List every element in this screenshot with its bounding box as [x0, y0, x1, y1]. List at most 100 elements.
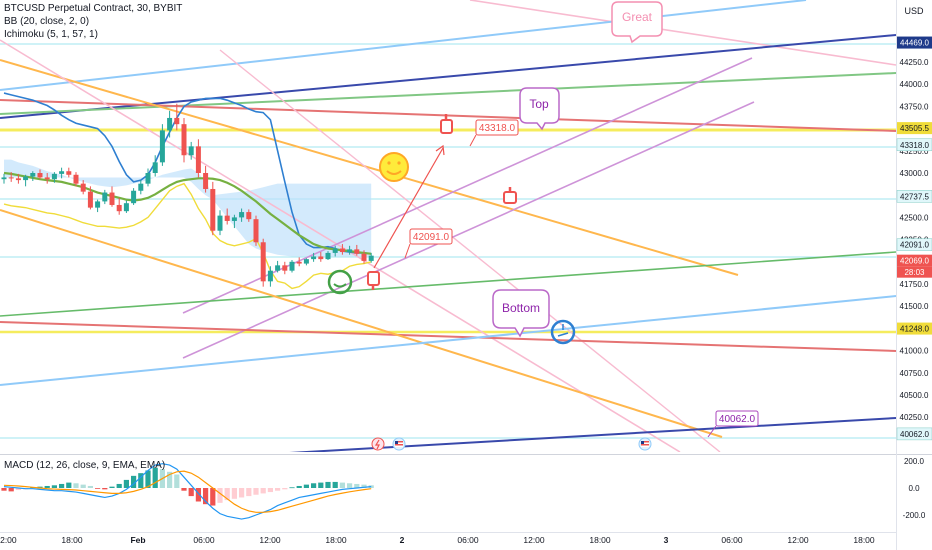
- price-label-text: 43318.0: [900, 141, 929, 150]
- countdown-box: [897, 266, 932, 278]
- candle-body: [217, 215, 223, 231]
- price-tick-label: 43750.0: [900, 102, 929, 111]
- time-tick-label: 06:00: [721, 535, 743, 545]
- candle-body: [303, 259, 309, 264]
- macd-hist-bar: [51, 485, 57, 488]
- price-tick-label: 44250.0: [900, 58, 929, 67]
- candle-body: [102, 192, 108, 202]
- price-label-box: [897, 254, 932, 267]
- bb-upper-line[interactable]: [3, 92, 372, 255]
- price-tick-label: 40500.0: [900, 391, 929, 400]
- macd-axis-ticks[interactable]: 200.0 0.0 -200.0: [903, 457, 926, 520]
- macd-hist-bar: [138, 473, 144, 488]
- candle-body: [174, 117, 180, 125]
- candle-body: [203, 173, 209, 189]
- legend-macd[interactable]: MACD (12, 26, close, 9, EMA, EMA): [4, 460, 166, 471]
- us-flag-event-icon[interactable]: [638, 437, 652, 451]
- hand-up-icon[interactable]: [440, 114, 453, 134]
- time-tick-label: 06:00: [457, 535, 479, 545]
- callout-top[interactable]: Top: [519, 87, 560, 131]
- blue-light-line-lower[interactable]: [0, 295, 896, 386]
- price-label-box: [896, 138, 932, 152]
- macd-hist-bar: [131, 475, 137, 488]
- candle-body: [30, 173, 36, 177]
- macd-tick-label: 0.0: [908, 484, 920, 493]
- red-line-top[interactable]: [0, 99, 896, 132]
- candle-body: [332, 248, 338, 253]
- candle-body: [51, 173, 57, 180]
- hand-point-icon[interactable]: [503, 187, 517, 204]
- us-flag-event-icon[interactable]: [392, 437, 406, 451]
- macd-histogram[interactable]: [1, 467, 374, 506]
- time-axis-ticks[interactable]: 12:00 18:00 Feb 06:00 12:00 18:00 2 06:00 12:00 1…: [0, 535, 875, 545]
- time-tick-label: 18:00: [325, 535, 347, 545]
- time-tick-label: 3: [664, 535, 669, 545]
- event-markers[interactable]: [371, 437, 652, 451]
- legend-ichimoku[interactable]: Ichimoku (5, 1, 57, 1): [4, 29, 98, 40]
- ichimoku-line[interactable]: [3, 182, 372, 290]
- macd-tick-label: -200.0: [903, 511, 926, 520]
- pink-line-diag[interactable]: [0, 39, 681, 452]
- red-arrow-line[interactable]: [373, 147, 444, 269]
- candle-body: [123, 203, 129, 212]
- candle-body: [66, 171, 72, 175]
- smiley-green-icon[interactable]: [327, 269, 353, 295]
- macd-hist-bar: [325, 481, 331, 488]
- confused-face-icon[interactable]: [550, 319, 576, 345]
- time-tick-label: Feb: [130, 535, 145, 545]
- great-label: Great: [622, 10, 653, 24]
- pink-line-diag2[interactable]: [219, 49, 721, 452]
- price-label-text: 42069.0: [900, 257, 929, 266]
- price-note-40062-label: 40062.0: [719, 414, 756, 425]
- price-note-43318[interactable]: 43318.0: [469, 119, 519, 147]
- currency-label[interactable]: USD: [904, 6, 924, 16]
- macd-hist-bar: [339, 482, 345, 488]
- candle-body: [275, 265, 281, 271]
- macd-signal-line[interactable]: [3, 470, 372, 513]
- candles[interactable]: [1, 103, 374, 287]
- orange-line-lower[interactable]: [0, 209, 723, 438]
- candle-body: [267, 270, 273, 282]
- lightning-event-icon[interactable]: [371, 437, 385, 451]
- macd-hist-bar: [59, 483, 65, 488]
- macd-hist-bar: [318, 482, 324, 488]
- pink-faint-line-top[interactable]: [469, 0, 896, 66]
- candle-body: [59, 171, 65, 174]
- red-arrow-head: [435, 144, 445, 156]
- green-line-top[interactable]: [0, 72, 896, 115]
- candle-body: [246, 212, 252, 220]
- red-line-lower[interactable]: [0, 321, 896, 352]
- macd-hist-bar: [289, 487, 295, 489]
- bb-basis-line[interactable]: [3, 171, 372, 255]
- candle-body: [131, 190, 137, 204]
- price-note-40062[interactable]: 40062.0: [707, 410, 759, 438]
- candle-body: [181, 124, 187, 156]
- hand-down-icon[interactable]: [367, 271, 380, 290]
- candle-body: [15, 178, 21, 181]
- macd-tick-label: 200.0: [904, 457, 925, 466]
- macd-hist-bar: [181, 488, 187, 491]
- purple-line-lower[interactable]: [182, 101, 755, 359]
- price-label-box: [896, 427, 932, 441]
- trend-lines[interactable]: [0, 0, 896, 454]
- legend-symbol[interactable]: BTCUSD Perpetual Contract, 30, BYBIT: [4, 3, 183, 14]
- macd-hist-bar: [195, 488, 201, 502]
- green-line-lower[interactable]: [0, 251, 896, 317]
- orange-line-upper[interactable]: [0, 59, 739, 276]
- price-note-42091[interactable]: 42091.0: [404, 228, 453, 259]
- blue-light-line-top[interactable]: [0, 0, 807, 91]
- navy-line-bottom[interactable]: [272, 417, 896, 454]
- candle-body: [37, 173, 43, 178]
- callout-bottom[interactable]: Bottom: [492, 289, 550, 338]
- macd-line[interactable]: [3, 463, 372, 520]
- macd-hist-bar: [87, 485, 93, 488]
- happy-face-icon[interactable]: [379, 152, 409, 182]
- callout-great[interactable]: Great: [611, 1, 663, 44]
- macd-hist-bar: [188, 488, 194, 497]
- price-label-text: 41248.0: [900, 325, 929, 334]
- price-axis-labels[interactable]: 44469.0 43505.5 43318.0 42737.5 42091.0 42069…: [896, 36, 932, 441]
- price-label-text: 42737.5: [900, 192, 929, 201]
- legend-bb[interactable]: BB (20, close, 2, 0): [4, 16, 90, 27]
